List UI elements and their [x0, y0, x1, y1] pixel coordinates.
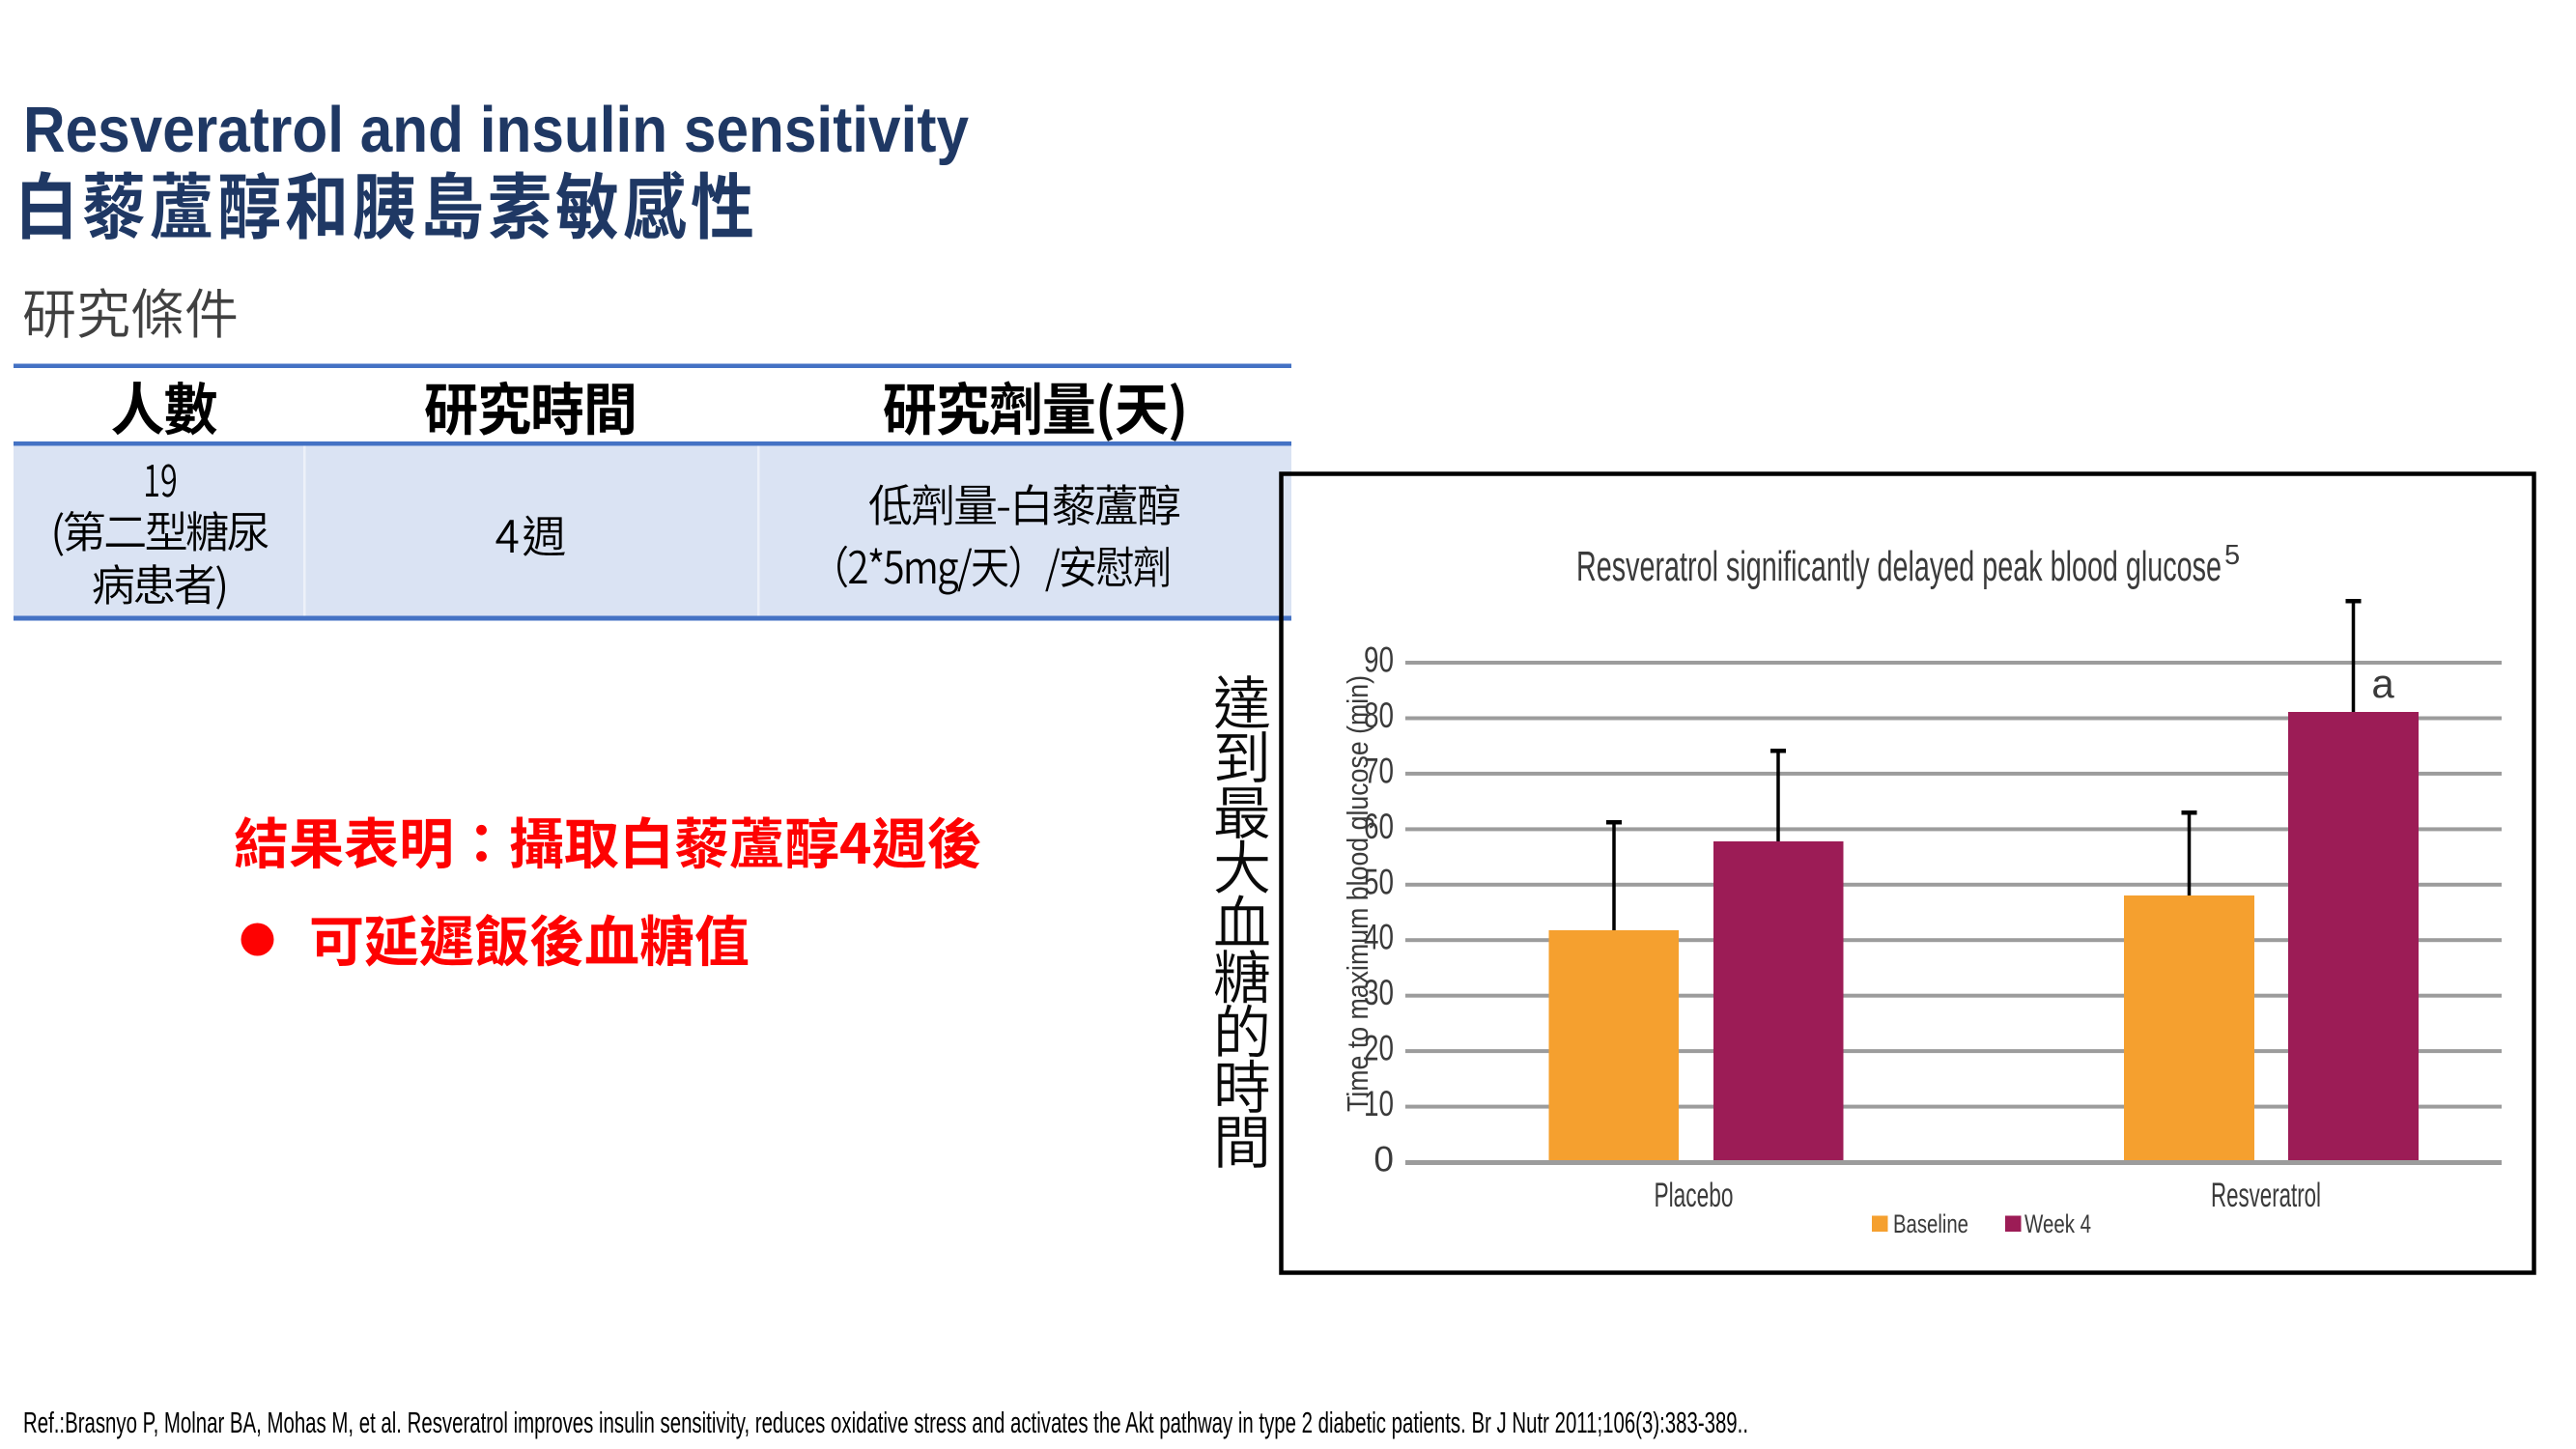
svg-text:Baseline: Baseline — [1893, 1209, 1968, 1238]
svg-text:0: 0 — [1373, 1140, 1394, 1179]
svg-text:70: 70 — [1364, 751, 1394, 790]
svg-text:Week 4: Week 4 — [2024, 1209, 2091, 1238]
svg-text:Resveratrol and insulin sensit: Resveratrol and insulin sensitivity — [23, 94, 969, 166]
svg-text:Resveratrol significantly dela: Resveratrol significantly delayed peak b… — [1576, 543, 2222, 590]
svg-text:Resveratrol: Resveratrol — [2211, 1177, 2321, 1214]
svg-text:90: 90 — [1364, 640, 1394, 680]
svg-text:50: 50 — [1364, 862, 1394, 901]
svg-text:Placebo: Placebo — [1655, 1177, 1734, 1214]
svg-text:a: a — [2371, 661, 2394, 706]
svg-text:40: 40 — [1364, 918, 1394, 957]
svg-text:10: 10 — [1364, 1084, 1394, 1123]
svg-text:5: 5 — [2224, 540, 2240, 571]
svg-text:30: 30 — [1364, 973, 1394, 1012]
svg-text:Ref.:Brasnyo P, Molnar BA, Moh: Ref.:Brasnyo P, Molnar BA, Mohas M, et a… — [23, 1406, 1748, 1439]
svg-text:80: 80 — [1364, 696, 1394, 735]
svg-text:60: 60 — [1364, 807, 1394, 846]
svg-text:20: 20 — [1364, 1029, 1394, 1068]
svg-text:Time to maximum blood glucose: Time to maximum blood glucose (min) — [1341, 675, 1374, 1112]
